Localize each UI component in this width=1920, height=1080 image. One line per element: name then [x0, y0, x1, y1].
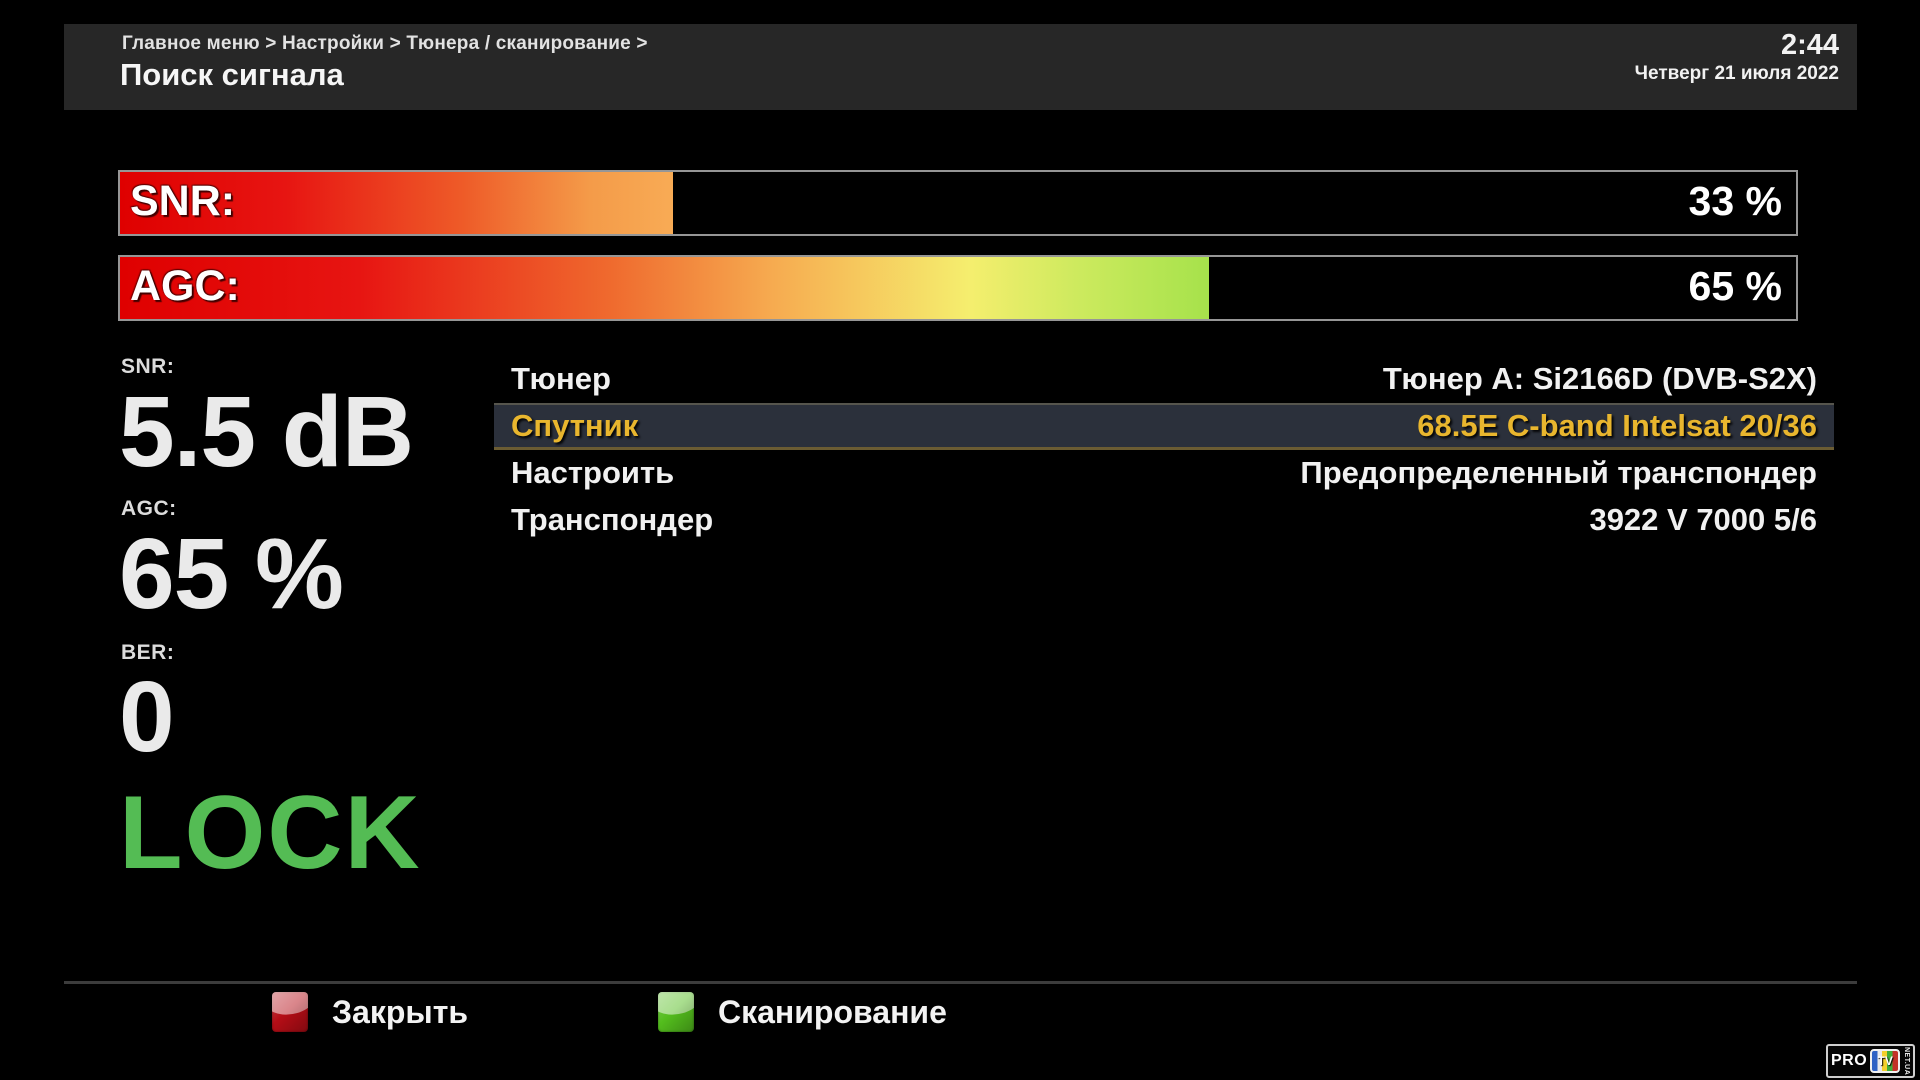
clock-block: 2:44 Четверг 21 июля 2022	[1635, 29, 1839, 84]
scan-button-label: Сканирование	[718, 993, 947, 1030]
menu-row-configure[interactable]: Настроить Предопределенный транспондер	[494, 450, 1834, 497]
menu-row-tuner[interactable]: Тюнер Тюнер A: Si2166D (DVB-S2X)	[494, 356, 1834, 403]
agc-bar-value: 65 %	[1688, 263, 1782, 310]
protv-logo: PRO TV NET.UA	[1826, 1044, 1916, 1078]
close-button-label: Закрыть	[332, 993, 469, 1030]
menu-row-value: 68.5E C-band Intelsat 20/36	[1417, 408, 1817, 443]
logo-netua-text: NET.UA	[1903, 1046, 1911, 1076]
agc-progress-bar: AGC: 65 %	[118, 255, 1798, 321]
snr-reading-label: SNR:	[121, 355, 175, 378]
menu-row-satellite[interactable]: Спутник 68.5E C-band Intelsat 20/36	[494, 403, 1834, 450]
agc-bar-fill	[120, 257, 1210, 319]
menu-row-value: 3922 V 7000 5/6	[1589, 502, 1817, 537]
tv-icon: TV	[1870, 1049, 1901, 1073]
snr-bar-fill	[120, 172, 674, 234]
footer-divider	[64, 981, 1857, 984]
menu-row-label: Транспондер	[511, 502, 714, 537]
agc-reading-value: 65 %	[119, 518, 344, 630]
menu-row-value: Предопределенный транспондер	[1300, 455, 1817, 490]
ber-reading-value: 0	[119, 661, 175, 773]
clock-time: 2:44	[1780, 29, 1839, 61]
menu-row-label: Настроить	[511, 455, 675, 490]
ber-reading-label: BER:	[121, 641, 175, 664]
clock-date: Четверг 21 июля 2022	[1634, 63, 1839, 84]
snr-reading-value: 5.5 dB	[119, 376, 414, 488]
menu-row-label: Спутник	[511, 408, 639, 443]
close-button[interactable]: Закрыть	[272, 991, 468, 1033]
red-key-icon	[272, 992, 308, 1032]
menu-row-value: Тюнер A: Si2166D (DVB-S2X)	[1382, 361, 1817, 396]
snr-bar-label: SNR:	[130, 177, 236, 226]
snr-progress-bar: SNR: 33 %	[118, 170, 1798, 236]
menu-row-transponder[interactable]: Транспондер 3922 V 7000 5/6	[494, 497, 1834, 544]
lock-status: LOCK	[119, 775, 422, 891]
snr-bar-value: 33 %	[1688, 178, 1782, 225]
header-bar: Главное меню > Настройки > Тюнера / скан…	[64, 24, 1857, 110]
logo-pro-text: PRO	[1831, 1052, 1868, 1069]
green-key-icon	[658, 992, 694, 1032]
menu-row-label: Тюнер	[511, 361, 611, 396]
breadcrumb: Главное меню > Настройки > Тюнера / скан…	[122, 33, 648, 54]
agc-bar-label: AGC:	[130, 262, 240, 311]
tuner-settings-menu: Тюнер Тюнер A: Si2166D (DVB-S2X) Спутник…	[494, 356, 1834, 544]
page-title: Поиск сигнала	[120, 57, 344, 92]
logo-tv-text: TV	[1877, 1054, 1893, 1068]
scan-button[interactable]: Сканирование	[658, 991, 947, 1033]
agc-reading-label: AGC:	[121, 497, 177, 520]
